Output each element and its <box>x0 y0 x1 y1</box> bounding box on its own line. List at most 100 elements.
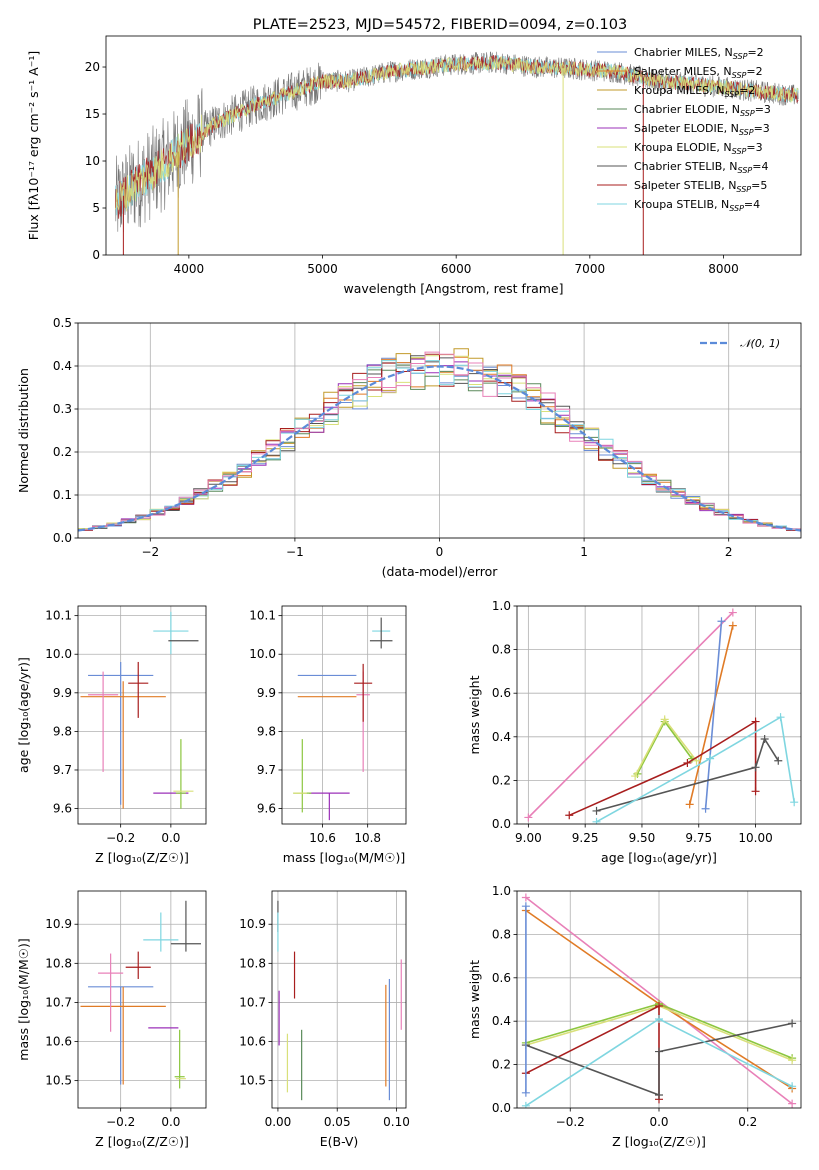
legend-entry: Kroupa MILES, NSSP=2 <box>634 84 755 99</box>
panel-weight-vs-Z: −0.2 0.0 0.2 0.0 0.2 0.4 0.6 0.8 1.0 Z [log₁₀(Z/Z… <box>467 884 802 1149</box>
y-tick-label: 10.7 <box>239 995 266 1009</box>
weight-series-line <box>568 720 757 817</box>
panel-residuals: −2 −1 0 1 2 0.0 0.1 0.2 0.3 0.4 0.5 𝒩(0, 1) (data-mo… <box>16 316 802 579</box>
panel-weight-vs-age: 9.00 9.25 9.50 9.75 10.00 0.0 0.2 0.4 0.6 0.8 1.0 a… <box>467 599 802 865</box>
panel-age-vs-Z: −0.2 0.0 9.6 9.7 9.8 9.9 10.0 10.1 Z [log₁₀(Z/Z☉… <box>16 605 207 865</box>
y-axis-label: mass weight <box>467 675 482 754</box>
error-bar-point <box>293 739 312 813</box>
y-tick-label: 0.1 <box>53 488 72 502</box>
x-tick-label: 6000 <box>441 262 472 276</box>
error-bar-point <box>175 739 186 809</box>
error-bar-point <box>128 661 149 718</box>
legend-suffix: =2 <box>746 65 762 78</box>
plot-area <box>277 900 402 1101</box>
x-tick-label: 0.05 <box>324 1115 351 1129</box>
legend-label: Salpeter ELODIE, N <box>634 122 739 135</box>
y-tick-label: 0.5 <box>53 316 72 330</box>
y-tick-label: 0.4 <box>53 359 72 373</box>
error-bar-point <box>170 900 201 952</box>
weight-marker <box>524 813 533 822</box>
axes-frame <box>516 890 802 1109</box>
y-tick-label: 0.6 <box>492 971 511 985</box>
x-tick-label: 7000 <box>575 262 606 276</box>
x-axis-label: (data-model)/error <box>382 564 499 579</box>
error-bar-point <box>88 671 119 772</box>
legend-entry: Chabrier MILES, NSSP=2 <box>634 46 764 61</box>
legend-label: Chabrier ELODIE, N <box>634 103 740 116</box>
legend-label: Kroupa ELODIE, N <box>634 141 732 154</box>
y-tick-label: 0.8 <box>492 927 511 941</box>
x-tick-label: 8000 <box>708 262 739 276</box>
legend-entry: Salpeter ELODIE, NSSP=3 <box>634 122 770 137</box>
model-spectrum-kroupa-elodie <box>115 56 799 212</box>
legend-label: Chabrier MILES, N <box>634 46 733 59</box>
y-tick-label: 1.0 <box>492 599 511 613</box>
x-tick-label: −1 <box>286 545 304 559</box>
y-tick-label: 0.8 <box>492 643 511 657</box>
weight-marker <box>521 1101 530 1108</box>
axes-frame <box>77 322 802 539</box>
y-tick-label: 0.0 <box>492 817 511 831</box>
x-tick-label: 9.75 <box>685 831 712 845</box>
y-tick-label: 0.0 <box>53 531 72 545</box>
panel-mass-vs-EBV: 0.00 0.05 0.10 10.5 10.6 10.7 10.8 10.9 E(B-V) <box>239 890 410 1149</box>
x-tick-label: 4000 <box>174 262 205 276</box>
weight-series-line <box>596 715 795 823</box>
y-axis-label: mass [log₁₀(M/M☉)] <box>16 938 31 1060</box>
y-tick-label: 20 <box>85 60 100 74</box>
plot-area <box>78 348 801 533</box>
x-axis-label: Z [log₁₀(Z/Z☉)] <box>95 1134 189 1149</box>
weight-marker <box>655 1090 663 1099</box>
error-bar-point <box>153 611 189 655</box>
axes-frame <box>105 35 802 256</box>
weight-marker <box>751 717 760 726</box>
plot-area <box>115 51 799 255</box>
weight-marker <box>521 902 530 911</box>
weight-series-line <box>688 625 734 805</box>
legend-entry: Salpeter STELIB, NSSP=5 <box>634 179 767 194</box>
y-tick-label: 5 <box>92 201 100 215</box>
panel-mass-vs-Z: −0.2 0.0 10.5 10.6 10.7 10.8 10.9 Z [log₁₀(Z/Z☉… <box>16 890 207 1149</box>
error-bar-point <box>80 681 166 809</box>
y-tick-label: 0.6 <box>492 686 511 700</box>
y-tick-label: 0.0 <box>492 1101 511 1115</box>
legend-suffix: =5 <box>751 179 767 192</box>
weight-marker <box>521 893 530 902</box>
x-tick-label: 9.50 <box>629 831 656 845</box>
weight-marker <box>655 1015 663 1024</box>
legend-sub: SSP <box>739 128 754 137</box>
error-bar-point <box>88 661 154 805</box>
weight-marker <box>788 1099 797 1108</box>
y-tick-label: 9.6 <box>53 802 72 816</box>
weight-marker <box>685 800 694 809</box>
legend-entry: Kroupa STELIB, NSSP=4 <box>634 198 760 213</box>
legend-suffix: =3 <box>754 122 770 135</box>
x-axis-label: wavelength [Angstrom, rest frame] <box>343 281 563 296</box>
legend-sub: SSP <box>733 52 748 61</box>
plot-area <box>80 900 201 1089</box>
error-bar-point <box>88 986 154 1085</box>
x-tick-label: 10.6 <box>309 831 336 845</box>
weight-marker <box>701 804 710 813</box>
y-tick-label: 9.9 <box>257 686 276 700</box>
error-bar-point <box>143 912 179 952</box>
y-tick-label: 10.6 <box>239 1035 266 1049</box>
weight-marker <box>728 608 737 617</box>
y-tick-label: 10.0 <box>249 647 276 661</box>
legend-label: Kroupa MILES, N <box>634 84 724 97</box>
y-tick-label: 0.2 <box>492 1058 511 1072</box>
weight-marker <box>774 756 783 765</box>
legend-suffix: =3 <box>746 141 762 154</box>
plot-area <box>293 617 393 821</box>
y-tick-label: 9.8 <box>53 724 72 738</box>
axes-frame <box>281 605 407 825</box>
legend-label: Salpeter STELIB, N <box>634 179 736 192</box>
x-tick-label: 0 <box>436 545 444 559</box>
axes-frame <box>271 890 407 1109</box>
weight-marker <box>631 772 640 781</box>
panel-age-vs-mass: 10.6 10.8 9.6 9.7 9.8 9.9 10.0 10.1 mass [log₁₀(… <box>249 605 407 865</box>
y-axis-label: Normed distribution <box>16 368 31 493</box>
y-tick-label: 1.0 <box>492 884 511 898</box>
axes-frame <box>516 605 802 825</box>
